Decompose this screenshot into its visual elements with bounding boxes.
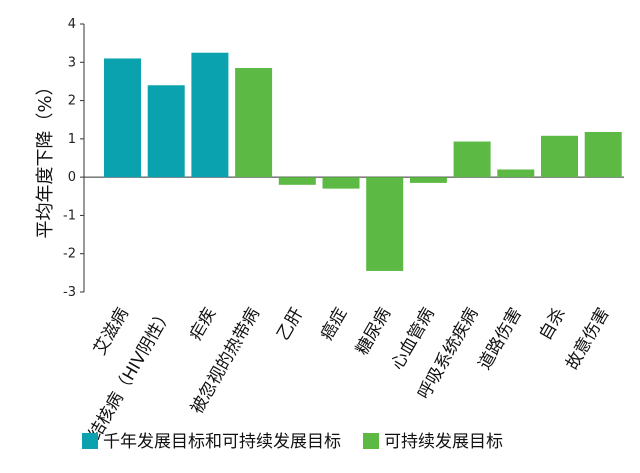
x-category-label: 自杀 — [536, 305, 570, 344]
bars — [104, 52, 622, 271]
bar — [497, 169, 535, 178]
bar — [191, 52, 229, 178]
y-tick-label: 2 — [68, 94, 76, 109]
bar — [147, 85, 185, 178]
legend-swatch — [82, 433, 98, 449]
y-tick-label: 3 — [68, 55, 76, 70]
x-category-label: 乙肝 — [273, 305, 307, 344]
y-axis-title: 平均年度下降（%） — [35, 77, 56, 238]
x-category-label: 道路伤害 — [475, 305, 526, 374]
y-tick-label: 0 — [68, 170, 76, 185]
x-category-label: 癌症 — [317, 305, 351, 344]
y-tick-label: -3 — [63, 285, 76, 300]
legend-label: 千年发展目标和可持续发展目标 — [103, 432, 341, 452]
bar — [409, 177, 447, 183]
bar — [104, 58, 141, 178]
x-category-label: 结核病（HIV阴性） — [85, 305, 177, 444]
bar — [235, 68, 273, 178]
bar — [366, 177, 404, 271]
bar — [584, 131, 622, 178]
y-tick-label: -1 — [63, 208, 76, 223]
x-category-label: 糖尿病 — [352, 305, 395, 359]
y-tick-label: 4 — [68, 17, 76, 32]
bar — [322, 177, 360, 189]
legend-swatch — [363, 433, 379, 449]
bar — [278, 177, 316, 185]
y-tick-label: 1 — [68, 132, 76, 147]
x-category-label: 疟疾 — [186, 305, 220, 344]
x-category-label: 艾滋病 — [90, 305, 133, 359]
legend: 千年发展目标和可持续发展目标 可持续发展目标 — [82, 432, 503, 452]
bar — [453, 141, 491, 178]
y-tick-label: -2 — [63, 247, 76, 262]
bar — [541, 135, 578, 178]
y-tick-labels: 4 3 2 1 0 -1 -2 -3 — [63, 17, 84, 300]
y-axis-title-group: 平均年度下降（%） — [35, 77, 56, 238]
legend-label: 可持续发展目标 — [384, 432, 503, 452]
x-category-label: 故意伤害 — [562, 305, 613, 374]
